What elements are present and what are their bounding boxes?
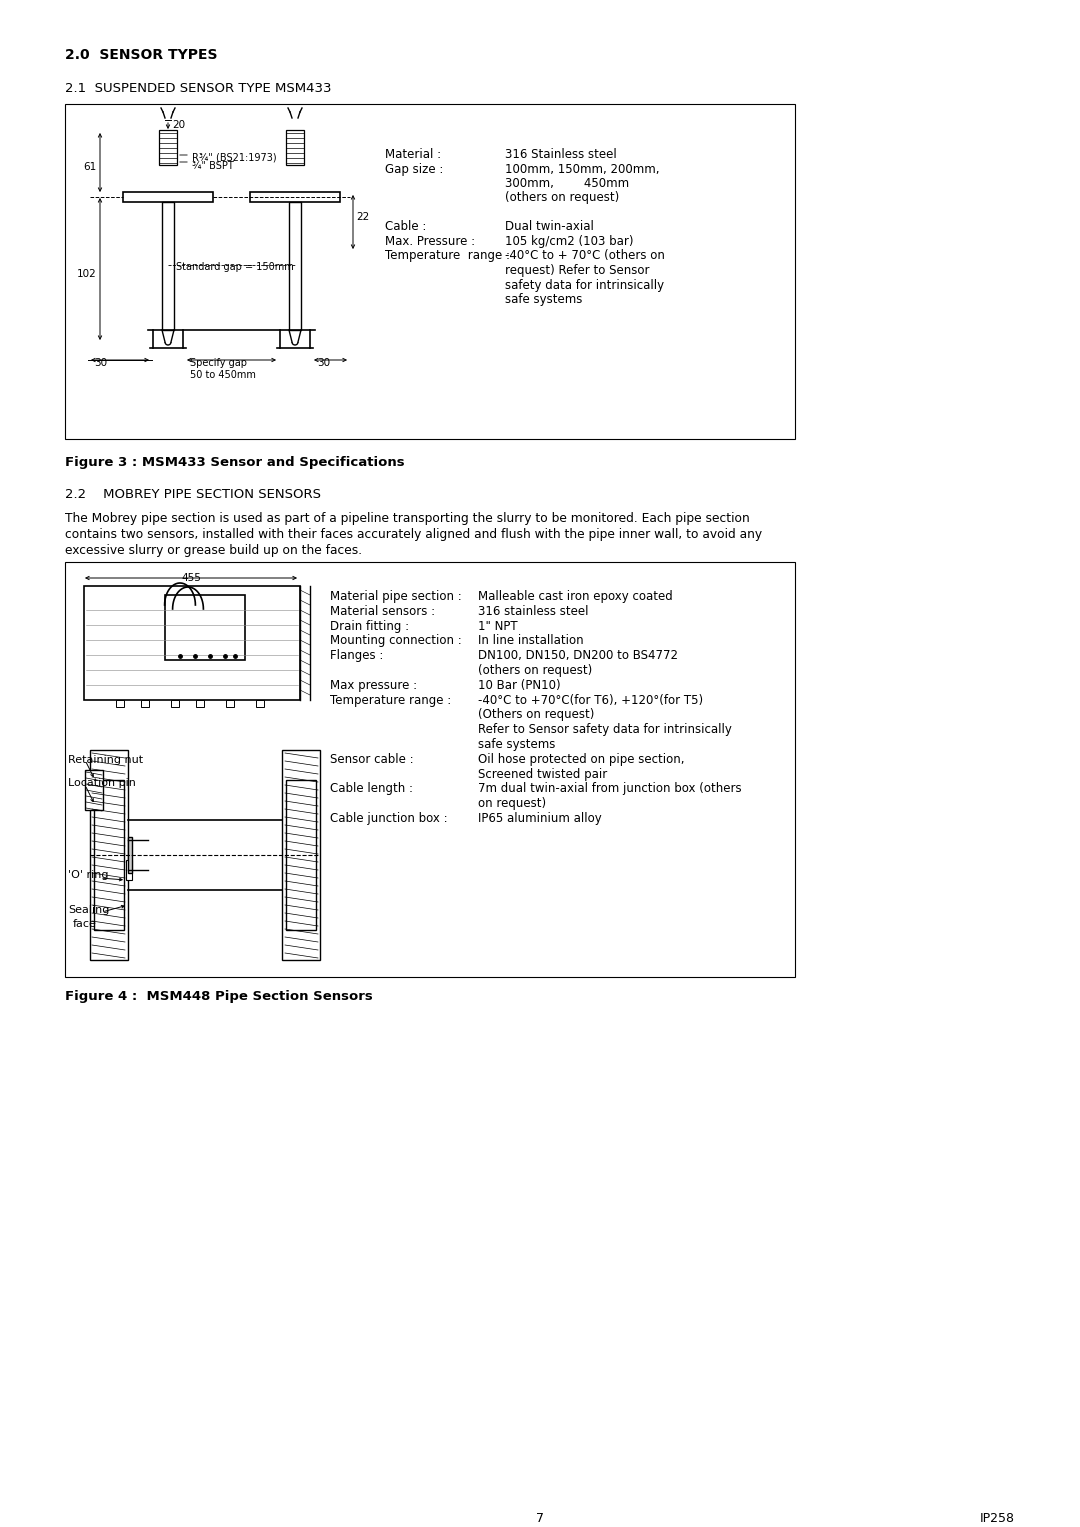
Text: DN100, DN150, DN200 to BS4772: DN100, DN150, DN200 to BS4772 [478,649,678,663]
Bar [84,586,300,699]
Text: (others on request): (others on request) [478,664,592,676]
Text: 1" NPT: 1" NPT [478,620,517,632]
Text: Flanges :: Flanges : [330,649,383,663]
Bar [85,770,103,809]
Bar [171,699,179,707]
Text: 2.1  SUSPENDED SENSOR TYPE MSM433: 2.1 SUSPENDED SENSOR TYPE MSM433 [65,82,332,95]
Text: 'O' ring: 'O' ring [68,870,108,880]
Bar [159,130,177,165]
Text: Refer to Sensor safety data for intrinsically: Refer to Sensor safety data for intrinsi… [478,724,732,736]
Bar [162,202,174,330]
Text: 100mm, 150mm, 200mm,: 100mm, 150mm, 200mm, [505,162,660,176]
Text: 7: 7 [536,1512,544,1525]
Bar [123,192,213,202]
Bar [282,750,320,960]
Text: Sealing: Sealing [68,906,109,915]
Text: Mounting connection :: Mounting connection : [330,634,462,647]
Text: 22: 22 [356,212,369,221]
Bar [249,192,340,202]
Bar [126,860,132,880]
Bar [94,780,124,930]
Text: 10 Bar (PN10): 10 Bar (PN10) [478,680,561,692]
Text: Cable length :: Cable length : [330,782,413,796]
Text: 105 kg/cm2 (103 bar): 105 kg/cm2 (103 bar) [505,235,634,247]
Text: Material sensors :: Material sensors : [330,605,435,618]
Text: 2.0  SENSOR TYPES: 2.0 SENSOR TYPES [65,47,217,63]
Text: IP258: IP258 [980,1512,1015,1525]
Text: safe systems: safe systems [478,738,555,751]
Text: 7m dual twin-axial from junction box (others: 7m dual twin-axial from junction box (ot… [478,782,742,796]
Bar [141,699,149,707]
Text: Figure 4 :  MSM448 Pipe Section Sensors: Figure 4 : MSM448 Pipe Section Sensors [65,989,373,1003]
Text: Gap size :: Gap size : [384,162,444,176]
Text: 455: 455 [181,573,201,583]
Text: Max pressure :: Max pressure : [330,680,417,692]
Text: Location pin: Location pin [68,777,136,788]
Bar [90,750,129,960]
Text: Cable junction box :: Cable junction box : [330,812,447,825]
Bar [256,699,264,707]
Text: 316 Stainless steel: 316 Stainless steel [505,148,617,160]
Text: Standard gap = 150mm: Standard gap = 150mm [176,263,294,272]
Text: 2.2    MOBREY PIPE SECTION SENSORS: 2.2 MOBREY PIPE SECTION SENSORS [65,489,321,501]
Text: -40°C to + 70°C (others on: -40°C to + 70°C (others on [505,249,665,263]
Text: safety data for intrinsically: safety data for intrinsically [505,278,664,292]
Text: request) Refer to Sensor: request) Refer to Sensor [505,264,649,276]
Text: Temperature  range :: Temperature range : [384,249,510,263]
Text: IP65 aluminium alloy: IP65 aluminium alloy [478,812,602,825]
Bar [165,596,245,660]
Text: 316 stainless steel: 316 stainless steel [478,605,589,618]
Bar [286,130,303,165]
Text: 61: 61 [84,162,97,173]
Text: Figure 3 : MSM433 Sensor and Specifications: Figure 3 : MSM433 Sensor and Specificati… [65,457,405,469]
Text: Temperature range :: Temperature range : [330,693,451,707]
Text: Specify gap: Specify gap [190,357,247,368]
Text: In line installation: In line installation [478,634,583,647]
Bar [289,202,301,330]
Text: Material pipe section :: Material pipe section : [330,589,462,603]
Text: on request): on request) [478,797,546,811]
Bar [286,780,316,930]
Text: excessive slurry or grease build up on the faces.: excessive slurry or grease build up on t… [65,544,362,557]
Text: Malleable cast iron epoxy coated: Malleable cast iron epoxy coated [478,589,673,603]
Bar [65,104,795,438]
Text: (others on request): (others on request) [505,191,619,205]
Bar [195,699,204,707]
Text: 30: 30 [94,357,107,368]
Text: Screened twisted pair: Screened twisted pair [478,768,607,780]
Text: 20: 20 [172,121,185,130]
Text: Dual twin-axial: Dual twin-axial [505,220,594,234]
Text: Cable :: Cable : [384,220,427,234]
Bar [226,699,234,707]
Text: Sensor cable :: Sensor cable : [330,753,414,767]
Text: R¾" (BS21:1973): R¾" (BS21:1973) [192,153,276,163]
Text: (Others on request): (Others on request) [478,709,594,721]
Bar [129,837,132,873]
Text: Oil hose protected on pipe section,: Oil hose protected on pipe section, [478,753,685,767]
Text: Drain fitting :: Drain fitting : [330,620,409,632]
Text: 30: 30 [318,357,330,368]
Text: The Mobrey pipe section is used as part of a pipeline transporting the slurry to: The Mobrey pipe section is used as part … [65,512,750,525]
Text: Retaining nut: Retaining nut [68,754,144,765]
Text: Material :: Material : [384,148,441,160]
Bar [65,562,795,977]
Bar [116,699,124,707]
Text: -40°C to +70°C(for T6), +120°(for T5): -40°C to +70°C(for T6), +120°(for T5) [478,693,703,707]
Text: Max. Pressure :: Max. Pressure : [384,235,475,247]
Text: 300mm,        450mm: 300mm, 450mm [505,177,630,189]
Text: safe systems: safe systems [505,293,582,305]
Text: face: face [73,919,97,928]
Text: contains two sensors, installed with their faces accurately aligned and flush wi: contains two sensors, installed with the… [65,528,762,541]
Text: 50 to 450mm: 50 to 450mm [190,370,256,380]
Text: ¾" BSPT: ¾" BSPT [192,160,233,171]
Text: 102: 102 [78,269,97,279]
